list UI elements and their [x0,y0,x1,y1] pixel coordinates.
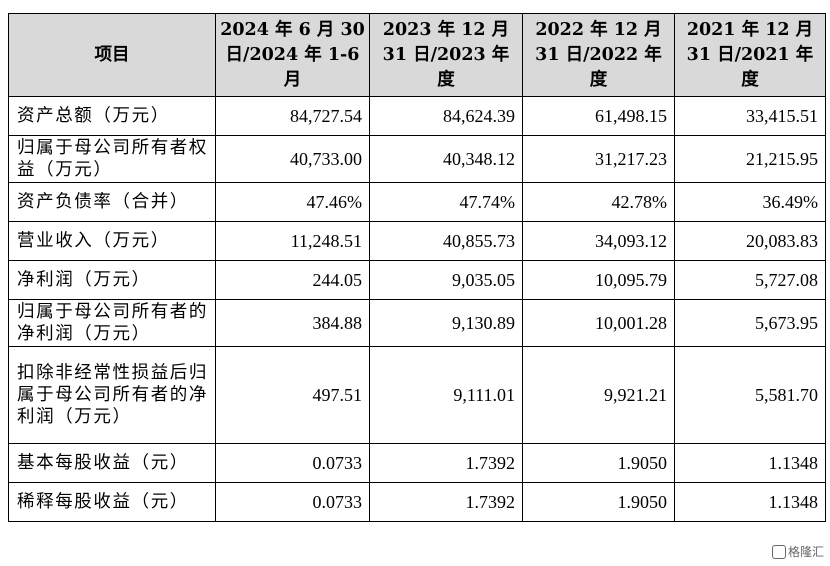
cell-value: 0.0733 [215,482,370,522]
cell-value: 20,083.83 [674,221,826,261]
cell-value: 31,217.23 [522,135,675,183]
cell-value: 5,673.95 [674,299,826,347]
header-2023: 2023 年 12 月 31 日/2023 年度 [369,13,523,97]
cell-value: 9,130.89 [369,299,523,347]
cell-value: 40,733.00 [215,135,370,183]
watermark-logo-icon [771,544,786,559]
watermark-text: 格隆汇 [787,545,824,559]
cell-value: 9,035.05 [369,260,523,300]
cell-value: 9,111.01 [369,346,523,444]
header-item: 项目 [8,13,216,97]
cell-value: 244.05 [215,260,370,300]
header-2021: 2021 年 12 月 31 日/2021 年度 [674,13,826,97]
cell-value: 10,095.79 [522,260,675,300]
cell-value: 47.46% [215,182,370,222]
row-label: 归属于母公司所有者权益（万元） [8,135,216,183]
row-label: 营业收入（万元） [8,221,216,261]
cell-value: 47.74% [369,182,523,222]
cell-value: 497.51 [215,346,370,444]
table-row: 扣除非经常性损益后归属于母公司所有者的净利润（万元） 497.51 9,111.… [8,346,826,444]
cell-value: 21,215.95 [674,135,826,183]
cell-value: 10,001.28 [522,299,675,347]
cell-value: 1.9050 [522,482,675,522]
cell-value: 5,581.70 [674,346,826,444]
cell-value: 42.78% [522,182,675,222]
cell-value: 36.49% [674,182,826,222]
row-label: 资产总额（万元） [8,96,216,136]
header-2022: 2022 年 12 月 31 日/2022 年度 [522,13,675,97]
cell-value: 11,248.51 [215,221,370,261]
row-label: 资产负债率（合并） [8,182,216,222]
cell-value: 1.7392 [369,443,523,483]
cell-value: 1.7392 [369,482,523,522]
table-row: 稀释每股收益（元） 0.0733 1.7392 1.9050 1.1348 [8,482,826,522]
table-row: 净利润（万元） 244.05 9,035.05 10,095.79 5,727.… [8,260,826,300]
financial-table: 项目 2024 年 6 月 30 日/2024 年 1-6 月 2023 年 1… [8,13,826,522]
watermark: 格隆汇 [771,543,824,560]
table-row: 基本每股收益（元） 0.0733 1.7392 1.9050 1.1348 [8,443,826,483]
row-label: 扣除非经常性损益后归属于母公司所有者的净利润（万元） [8,346,216,444]
row-label: 稀释每股收益（元） [8,482,216,522]
row-label: 净利润（万元） [8,260,216,300]
cell-value: 1.1348 [674,482,826,522]
table-row: 资产总额（万元） 84,727.54 84,624.39 61,498.15 3… [8,96,826,136]
row-label: 基本每股收益（元） [8,443,216,483]
cell-value: 9,921.21 [522,346,675,444]
cell-value: 84,727.54 [215,96,370,136]
cell-value: 1.1348 [674,443,826,483]
cell-value: 5,727.08 [674,260,826,300]
header-row: 项目 2024 年 6 月 30 日/2024 年 1-6 月 2023 年 1… [8,13,826,97]
table-row: 归属于母公司所有者权益（万元） 40,733.00 40,348.12 31,2… [8,135,826,183]
table-row: 资产负债率（合并） 47.46% 47.74% 42.78% 36.49% [8,182,826,222]
cell-value: 33,415.51 [674,96,826,136]
cell-value: 40,855.73 [369,221,523,261]
cell-value: 61,498.15 [522,96,675,136]
cell-value: 1.9050 [522,443,675,483]
cell-value: 0.0733 [215,443,370,483]
header-2024h1: 2024 年 6 月 30 日/2024 年 1-6 月 [215,13,370,97]
cell-value: 384.88 [215,299,370,347]
cell-value: 34,093.12 [522,221,675,261]
cell-value: 84,624.39 [369,96,523,136]
cell-value: 40,348.12 [369,135,523,183]
row-label: 归属于母公司所有者的净利润（万元） [8,299,216,347]
table-row: 归属于母公司所有者的净利润（万元） 384.88 9,130.89 10,001… [8,299,826,347]
table-row: 营业收入（万元） 11,248.51 40,855.73 34,093.12 2… [8,221,826,261]
